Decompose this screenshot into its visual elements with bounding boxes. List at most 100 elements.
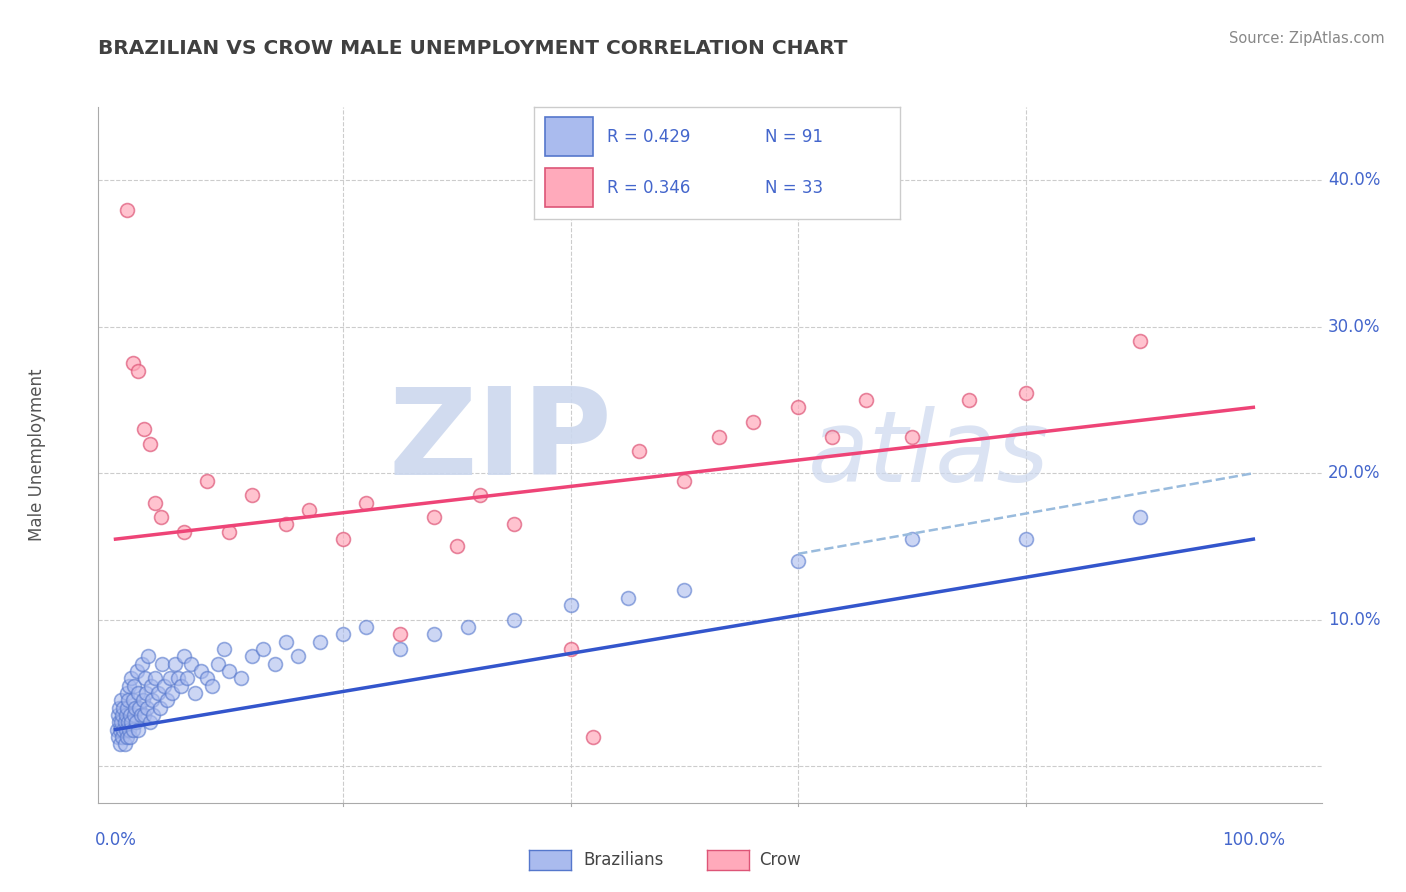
Point — [741, 415, 763, 429]
Point — [114, 715, 136, 730]
Point — [167, 671, 190, 685]
Point — [173, 524, 195, 539]
Point — [707, 429, 730, 443]
Point — [134, 671, 156, 685]
Point — [195, 474, 218, 488]
Point — [354, 620, 377, 634]
Text: Crow: Crow — [759, 851, 801, 869]
Point — [143, 495, 166, 509]
Point — [122, 679, 145, 693]
Point — [276, 634, 298, 648]
Point — [127, 723, 149, 737]
Point — [787, 401, 810, 415]
Point — [212, 642, 235, 657]
Point — [121, 693, 143, 707]
Point — [163, 657, 186, 671]
Point — [131, 657, 153, 671]
Text: 30.0%: 30.0% — [1327, 318, 1381, 335]
Point — [156, 693, 179, 707]
Point — [787, 554, 810, 568]
Point — [1129, 334, 1152, 349]
Point — [110, 693, 132, 707]
Point — [423, 510, 446, 524]
Point — [388, 642, 411, 657]
Text: 40.0%: 40.0% — [1327, 171, 1381, 189]
Point — [229, 671, 252, 685]
Point — [673, 583, 696, 598]
Point — [446, 540, 468, 554]
Point — [138, 649, 160, 664]
Point — [120, 671, 142, 685]
Point — [135, 686, 157, 700]
Point — [108, 715, 131, 730]
Point — [120, 707, 142, 722]
Point — [143, 671, 166, 685]
Point — [354, 495, 377, 509]
Text: Male Unemployment: Male Unemployment — [28, 368, 46, 541]
Point — [115, 730, 138, 744]
Point — [105, 723, 128, 737]
Point — [139, 679, 162, 693]
Point — [190, 664, 212, 678]
Point — [457, 620, 479, 634]
Point — [201, 679, 224, 693]
Point — [138, 715, 160, 730]
Point — [115, 202, 138, 217]
Point — [901, 532, 924, 546]
Point — [111, 730, 134, 744]
Text: 10.0%: 10.0% — [1327, 611, 1381, 629]
Point — [176, 671, 198, 685]
Point — [502, 613, 524, 627]
Text: 100.0%: 100.0% — [1222, 830, 1285, 848]
Point — [263, 657, 285, 671]
Point — [673, 474, 696, 488]
Point — [170, 679, 193, 693]
Point — [128, 700, 150, 714]
Point — [114, 723, 136, 737]
Point — [218, 664, 240, 678]
Point — [118, 679, 141, 693]
Point — [121, 723, 143, 737]
Point — [117, 715, 139, 730]
Point — [114, 707, 136, 722]
Point — [184, 686, 207, 700]
Point — [309, 634, 332, 648]
Point — [115, 700, 138, 714]
Point — [332, 627, 354, 641]
Point — [107, 707, 129, 722]
Point — [1129, 510, 1152, 524]
Point — [108, 700, 131, 714]
Point — [153, 679, 176, 693]
Point — [122, 707, 145, 722]
Point — [240, 488, 263, 502]
Point — [115, 686, 138, 700]
Point — [173, 649, 195, 664]
Point — [146, 686, 169, 700]
Point — [162, 686, 184, 700]
Point — [107, 730, 129, 744]
Point — [332, 532, 354, 546]
Point — [125, 715, 148, 730]
Point — [252, 642, 274, 657]
Point — [132, 422, 155, 436]
Point — [616, 591, 638, 605]
Text: ZIP: ZIP — [388, 383, 612, 500]
Point — [127, 686, 149, 700]
Point — [117, 693, 139, 707]
Point — [1015, 532, 1038, 546]
Point — [142, 707, 165, 722]
Point — [127, 364, 149, 378]
Point — [149, 700, 172, 714]
Text: 0.0%: 0.0% — [94, 830, 136, 848]
Point — [120, 715, 142, 730]
Text: R = 0.346: R = 0.346 — [607, 179, 690, 197]
Point — [150, 510, 173, 524]
Point — [127, 664, 149, 678]
Point — [240, 649, 263, 664]
Point — [560, 598, 582, 612]
Text: Source: ZipAtlas.com: Source: ZipAtlas.com — [1229, 31, 1385, 46]
Point — [821, 429, 844, 443]
Text: N = 91: N = 91 — [765, 128, 823, 146]
Text: N = 33: N = 33 — [765, 179, 823, 197]
Point — [180, 657, 202, 671]
